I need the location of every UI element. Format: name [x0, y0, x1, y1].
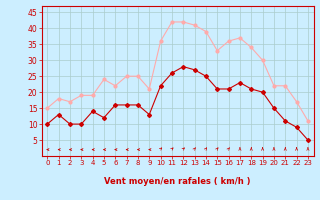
X-axis label: Vent moyen/en rafales ( km/h ): Vent moyen/en rafales ( km/h ) — [104, 177, 251, 186]
